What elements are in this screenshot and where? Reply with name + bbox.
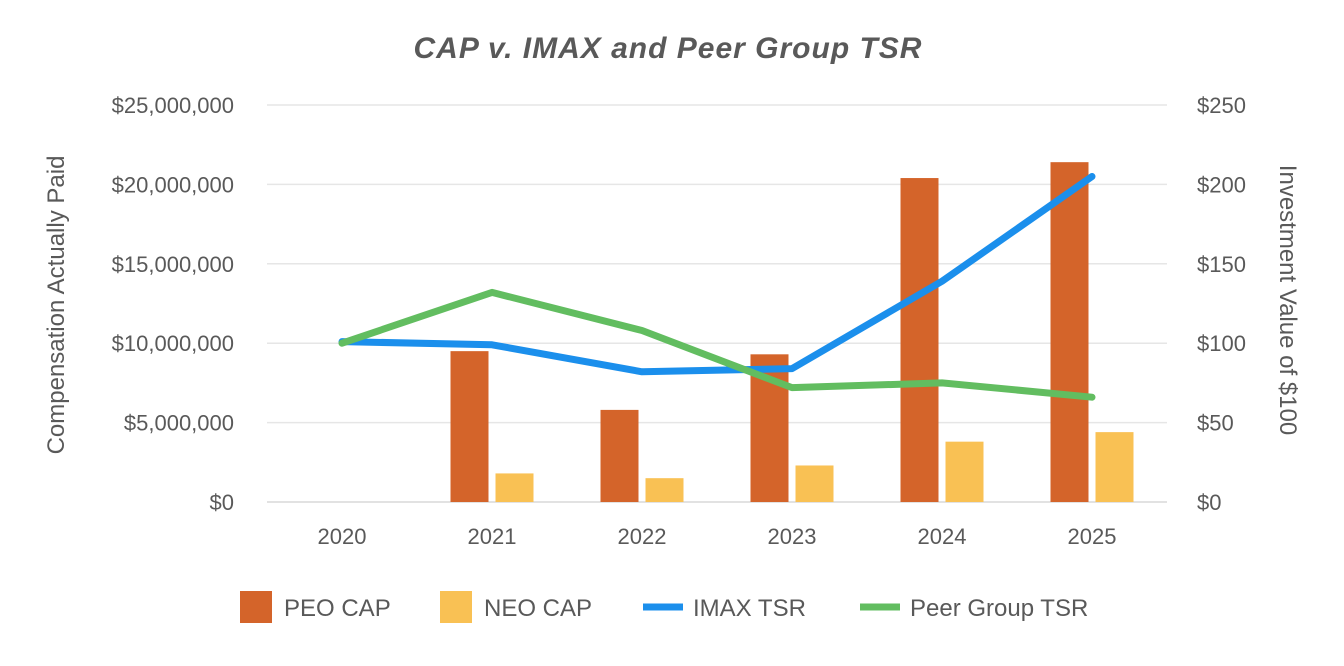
y-tick-label: $0: [210, 490, 234, 515]
neo-cap-bar: [645, 478, 684, 502]
x-tick-label: 2020: [318, 524, 367, 549]
legend: PEO CAP NEO CAP IMAX TSR Peer Group TSR: [240, 591, 1088, 623]
y2-tick-label: $150: [1197, 252, 1246, 277]
y2-tick-label: $0: [1197, 490, 1221, 515]
peo-cap-bar: [1050, 162, 1089, 502]
y-tick-label: $5,000,000: [124, 411, 234, 436]
peer-group-tsr-line: [338, 288, 1096, 401]
y2-tick-label: $200: [1197, 172, 1246, 197]
gridlines: [267, 104, 1167, 503]
x-tick-label: 2021: [468, 524, 517, 549]
legend-label-imax-tsr: IMAX TSR: [693, 595, 806, 622]
chart-title: CAP v. IMAX and Peer Group TSR: [414, 32, 923, 65]
y2-tick-label: $250: [1197, 93, 1246, 118]
y2-tick-label: $100: [1197, 331, 1246, 356]
tsr-lines: [338, 172, 1096, 401]
legend-label-peo-cap: PEO CAP: [284, 595, 391, 622]
neo-cap-bar: [945, 441, 984, 502]
legend-label-neo-cap: NEO CAP: [484, 595, 592, 622]
y-tick-label: $25,000,000: [112, 93, 234, 118]
x-tick-label: 2022: [618, 524, 667, 549]
x-tick-label: 2025: [1068, 524, 1117, 549]
bars: [450, 162, 1134, 502]
peo-cap-bar: [600, 409, 639, 502]
legend-swatch-peo-cap: [240, 591, 272, 623]
neo-cap-bar: [795, 465, 834, 502]
peo-cap-bar: [900, 178, 939, 502]
axes: $0 $5,000,000 $10,000,000 $15,000,000 $20,00…: [112, 93, 1246, 549]
neo-cap-bar: [495, 473, 534, 502]
y-tick-label: $10,000,000: [112, 331, 234, 356]
legend-label-peer-group-tsr: Peer Group TSR: [910, 595, 1088, 622]
peo-cap-bar: [450, 351, 489, 502]
imax-tsr-line: [338, 172, 1096, 376]
y-tick-label: $15,000,000: [112, 252, 234, 277]
y2-axis-label: Investment Value of $100: [1274, 165, 1301, 435]
x-tick-label: 2023: [768, 524, 817, 549]
neo-cap-bar: [1095, 432, 1134, 502]
x-tick-label: 2024: [918, 524, 967, 549]
legend-swatch-neo-cap: [440, 591, 472, 623]
y-tick-label: $20,000,000: [112, 172, 234, 197]
y2-tick-label: $50: [1197, 411, 1234, 436]
y-axis-label: Compensation Actually Paid: [43, 156, 70, 455]
